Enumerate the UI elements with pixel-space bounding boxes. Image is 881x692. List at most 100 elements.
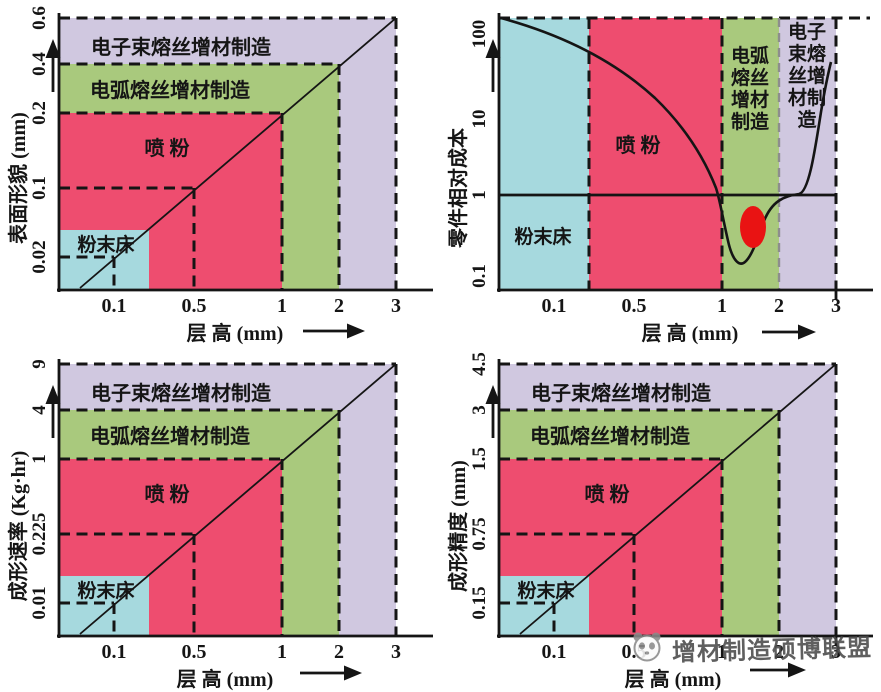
y-tick-label: 0.01 — [29, 586, 50, 619]
region-powder-bed — [499, 576, 589, 636]
svg-text:电弧: 电弧 — [731, 44, 769, 67]
y-tick-label: 0.75 — [469, 517, 490, 550]
band-electron-beam — [779, 18, 836, 290]
y-tick-label: 1.5 — [469, 447, 490, 471]
x-tick-label: 2 — [334, 295, 344, 317]
region-label-electron-beam: 电子束熔丝增材制造 — [531, 381, 712, 405]
x-tick-label: 2 — [334, 641, 344, 663]
region-powder-bed — [59, 576, 149, 636]
y-tick-label: 9 — [29, 359, 50, 369]
y-tick-label: 10 — [469, 110, 490, 129]
x-tick-label: 1 — [277, 641, 287, 663]
svg-text:丝增: 丝增 — [788, 64, 826, 87]
y-tick-label: 0.4 — [29, 52, 50, 76]
step-dashed-lines — [59, 362, 398, 636]
diagonal-line — [519, 363, 837, 635]
cost-curve — [500, 16, 833, 265]
x-tick-label: 2 — [774, 295, 784, 317]
x-axis-arrow-icon — [762, 324, 816, 340]
y-tick-label: 0.02 — [29, 240, 50, 273]
y-tick-label: 0.1 — [29, 176, 50, 200]
diagonal-line — [79, 363, 397, 635]
x-tick-label: 2 — [774, 641, 784, 663]
x-axis-label: 层 高 (mm) — [642, 321, 739, 345]
y-axis-arrow-icon — [485, 39, 501, 92]
x-axis-label: 层 高 (mm) — [625, 667, 722, 691]
band-label-wire-arc: 电弧 熔丝 增材 制造 — [731, 44, 770, 133]
panda-logo-icon — [633, 632, 661, 662]
axes-lines — [497, 359, 873, 646]
y-axis-label: 成形精度 (mm) — [446, 460, 470, 592]
region-label-wire-arc: 电弧熔丝增材制造 — [90, 424, 251, 448]
optimum-ellipse — [740, 206, 766, 248]
svg-text:材制: 材制 — [788, 86, 826, 109]
x-tick-label: 0.1 — [542, 295, 567, 317]
x-tick-label: 3 — [831, 295, 841, 317]
svg-text:熔丝: 熔丝 — [731, 66, 769, 89]
x-axis-arrow-icon — [303, 323, 365, 339]
y-axis-label: 零件相对成本 — [446, 128, 470, 249]
svg-text:造: 造 — [797, 108, 817, 131]
region-label-electron-beam: 电子束熔丝增材制造 — [91, 35, 272, 59]
region-label-wire-arc: 电弧熔丝增材制造 — [90, 78, 251, 102]
y-axis-arrow-icon — [485, 385, 501, 438]
panel-deposition-rate-chart: 成形速率 (Kg·hr) 0.01 0.225 1 4 9 0.1 0.5 1 … — [6, 359, 433, 691]
region-powder-bed — [59, 230, 149, 290]
x-tick-label: 0.5 — [622, 295, 647, 317]
x-tick-label: 0.1 — [542, 641, 567, 663]
x-tick-label: 0.5 — [182, 295, 207, 317]
band-label-powder-spray: 喷 粉 — [616, 133, 661, 157]
band-powder-bed — [499, 18, 589, 290]
svg-text:束熔: 束熔 — [788, 42, 827, 65]
step-dashed-lines — [59, 16, 398, 290]
panel-relative-cost-chart: 零件相对成本 0.1 1 10 100 0.1 0.5 1 2 3 层 高 (m… — [446, 13, 873, 345]
x-axis-label: 层 高 (mm) — [177, 667, 274, 691]
region-label-powder-spray: 喷 粉 — [585, 482, 630, 506]
x-tick-label: 3 — [831, 641, 841, 663]
y-tick-label: 1 — [29, 454, 50, 464]
y-axis-label: 表面形貌 (mm) — [6, 112, 30, 244]
region-label-powder-spray: 喷 粉 — [145, 136, 190, 160]
svg-text:增材: 增材 — [731, 88, 769, 111]
region-label-electron-beam: 电子束熔丝增材制造 — [91, 381, 272, 405]
y-axis-arrow-icon — [45, 385, 61, 438]
x-tick-label: 1 — [717, 641, 727, 663]
band-dashed-lines — [499, 16, 870, 290]
x-tick-label: 0.5 — [182, 641, 207, 663]
x-tick-label: 1 — [277, 295, 287, 317]
x-tick-label: 0.1 — [102, 641, 127, 663]
axes-lines — [57, 359, 433, 638]
y-axis-arrow-icon — [45, 39, 61, 92]
y-tick-label: 0.6 — [29, 6, 50, 30]
band-label-electron-beam: 电子 束熔 丝增 材制 造 — [788, 20, 827, 131]
y-tick-label: 0.2 — [29, 101, 50, 125]
svg-text:电子: 电子 — [788, 20, 826, 43]
region-label-powder-spray: 喷 粉 — [145, 482, 190, 506]
axes-lines — [497, 13, 873, 300]
y-axis-label: 成形速率 (Kg·hr) — [6, 451, 30, 602]
watermark: 增材制造硕博联盟 — [628, 628, 872, 666]
region-label-powder-bed: 粉末床 — [77, 233, 134, 256]
region-label-wire-arc: 电弧熔丝增材制造 — [530, 424, 691, 448]
y-tick-label: 4.5 — [469, 352, 490, 376]
y-tick-label: 4 — [29, 405, 50, 415]
panel-forming-accuracy-chart: 成形精度 (mm) 0.15 0.75 1.5 3 4.5 0.1 0.5 1 … — [446, 352, 873, 691]
band-label-powder-bed: 粉末床 — [514, 225, 571, 248]
y-tick-label: 3 — [469, 405, 490, 415]
step-dashed-lines — [499, 362, 838, 636]
region-label-powder-bed: 粉末床 — [517, 579, 574, 602]
y-tick-label: 0.225 — [29, 513, 50, 556]
x-tick-label: 3 — [391, 641, 401, 663]
watermark-text: 增材制造硕博联盟 — [671, 634, 873, 667]
y-tick-label: 0.15 — [469, 586, 490, 619]
panel-surface-morphology-chart: 表面形貌 (mm) 0.02 0.1 0.2 0.4 0.6 0.1 0.5 1… — [6, 6, 433, 345]
x-tick-label: 1 — [717, 295, 727, 317]
region-label-powder-bed: 粉末床 — [77, 579, 134, 602]
x-tick-label: 0.1 — [102, 295, 127, 317]
x-axis-arrow-icon — [750, 662, 806, 678]
diagonal-line — [79, 17, 397, 289]
y-tick-label: 1 — [469, 190, 490, 200]
x-tick-label: 3 — [391, 295, 401, 317]
axes-lines — [57, 13, 433, 292]
